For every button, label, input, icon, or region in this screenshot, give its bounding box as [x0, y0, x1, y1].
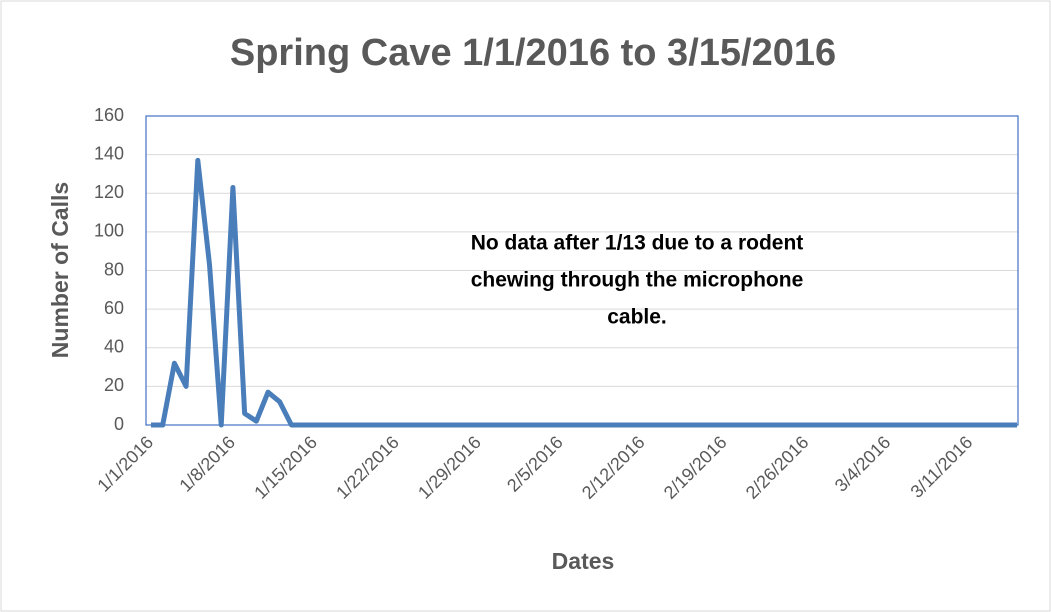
data-line	[151, 157, 1017, 428]
y-tick-label: 40	[104, 337, 124, 357]
y-tick-label: 140	[94, 143, 124, 163]
annotation: chewing through the microphone	[471, 269, 804, 292]
y-tick-label: 20	[104, 375, 124, 395]
y-tick-label: 120	[94, 182, 124, 202]
annotation: cable.	[607, 306, 667, 329]
y-axis-label: Number of Calls	[47, 182, 73, 358]
y-tick-label: 60	[104, 298, 124, 318]
annotation: No data after 1/13 due to a rodent	[471, 232, 804, 255]
x-axis-label: Dates	[552, 548, 615, 574]
y-tick-label: 80	[104, 259, 124, 279]
y-tick-label: 160	[94, 105, 124, 125]
y-tick-label: 100	[94, 221, 124, 241]
chart-title: Spring Cave 1/1/2016 to 3/15/2016	[230, 32, 836, 74]
y-tick-label: 0	[114, 414, 124, 434]
